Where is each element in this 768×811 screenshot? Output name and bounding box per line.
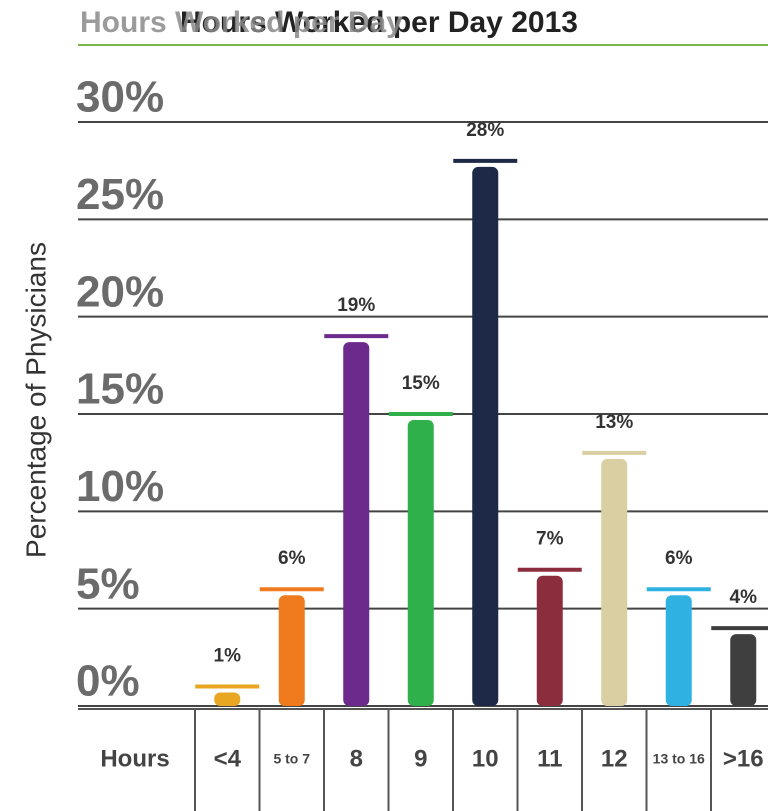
value-label: 28% xyxy=(466,120,504,141)
value-label: 6% xyxy=(665,548,693,569)
y-tick-label: 15% xyxy=(76,365,164,414)
x-tick-label: 5 to 7 xyxy=(273,751,310,767)
value-label: 7% xyxy=(536,529,564,550)
header-title: Hours Worked per Day xyxy=(80,6,403,39)
value-label: 15% xyxy=(402,373,440,394)
y-tick-label: 0% xyxy=(76,657,140,706)
y-tick-label: 25% xyxy=(76,170,164,219)
bar xyxy=(472,166,499,706)
bar xyxy=(343,342,370,706)
bar xyxy=(665,595,692,706)
bar xyxy=(536,575,563,706)
x-tick-label: 11 xyxy=(537,745,562,772)
x-tick-label: 9 xyxy=(414,745,427,772)
value-label: 19% xyxy=(337,295,375,316)
value-label: 13% xyxy=(595,412,633,433)
x-tick-label: <4 xyxy=(214,745,242,772)
x-tick-label: 13 to 16 xyxy=(653,751,705,767)
x-tick-label: >16 xyxy=(723,745,764,772)
bar xyxy=(278,595,305,706)
value-label: 6% xyxy=(278,548,306,569)
chart-title: Hours Worked per Day 2013 xyxy=(180,6,578,39)
x-tick-label: 8 xyxy=(350,745,363,772)
bar xyxy=(730,634,757,706)
value-label: 4% xyxy=(730,587,758,608)
y-tick-label: 5% xyxy=(76,559,140,608)
y-axis-label: Percentage of Physicians xyxy=(20,242,51,558)
bar xyxy=(214,692,241,706)
x-axis-label: Hours xyxy=(100,745,169,772)
y-tick-label: 10% xyxy=(76,462,164,511)
value-label: 1% xyxy=(214,646,242,667)
bar xyxy=(601,458,628,706)
y-tick-label: 20% xyxy=(76,267,164,316)
bar xyxy=(407,420,434,706)
y-tick-label: 30% xyxy=(76,73,164,122)
x-tick-label: 12 xyxy=(601,745,628,772)
x-tick-label: 10 xyxy=(472,745,499,772)
